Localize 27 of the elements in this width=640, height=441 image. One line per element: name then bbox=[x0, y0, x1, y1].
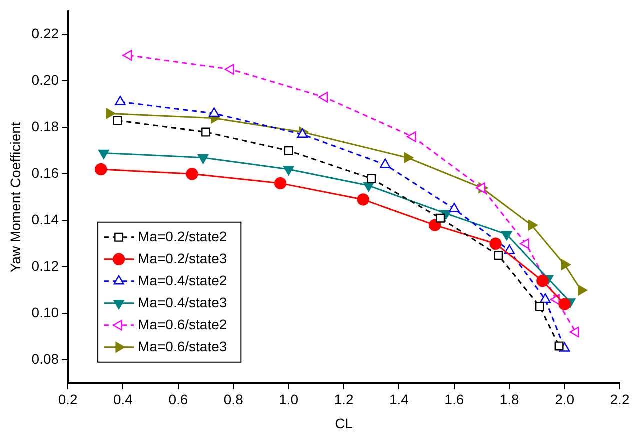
x-tick-label: 1.0 bbox=[279, 392, 299, 408]
y-tick-label: 0.12 bbox=[32, 258, 60, 274]
x-tick-label: 1.8 bbox=[500, 392, 520, 408]
x-tick-label: 2.2 bbox=[610, 392, 630, 408]
x-tick-label: 1.4 bbox=[389, 392, 410, 408]
legend-label: Ma=0.2/state2 bbox=[138, 228, 228, 244]
x-tick-label: 0.8 bbox=[224, 392, 244, 408]
x-tick-label: 1.2 bbox=[334, 392, 354, 408]
y-tick-label: 0.22 bbox=[32, 26, 60, 42]
legend-label: Ma=0.4/state3 bbox=[138, 294, 228, 310]
x-axis-title: CL bbox=[335, 415, 354, 432]
y-tick-label: 0.16 bbox=[32, 165, 60, 182]
y-tick-label: 0.20 bbox=[32, 72, 60, 88]
y-tick-label: 0.14 bbox=[32, 212, 60, 228]
legend-label: Ma=0.2/state3 bbox=[138, 250, 228, 266]
legend-label: Ma=0.6/state2 bbox=[138, 316, 228, 332]
x-tick-label: 0.6 bbox=[168, 392, 188, 408]
x-tick-label: 2.0 bbox=[555, 392, 575, 408]
y-tick-label: 0.10 bbox=[32, 304, 60, 321]
x-tick-label: 0.2 bbox=[58, 392, 78, 408]
y-tick-label: 0.08 bbox=[32, 351, 60, 368]
x-tick-label: 0.4 bbox=[114, 392, 134, 408]
y-tick-label: 0.18 bbox=[32, 118, 60, 135]
x-tick-label: 1.6 bbox=[444, 392, 464, 408]
legend-label: Ma=0.6/state3 bbox=[138, 338, 228, 354]
legend-label: Ma=0.4/state2 bbox=[138, 272, 228, 288]
y-axis-title: Yaw Moment Coefficient bbox=[7, 122, 24, 273]
